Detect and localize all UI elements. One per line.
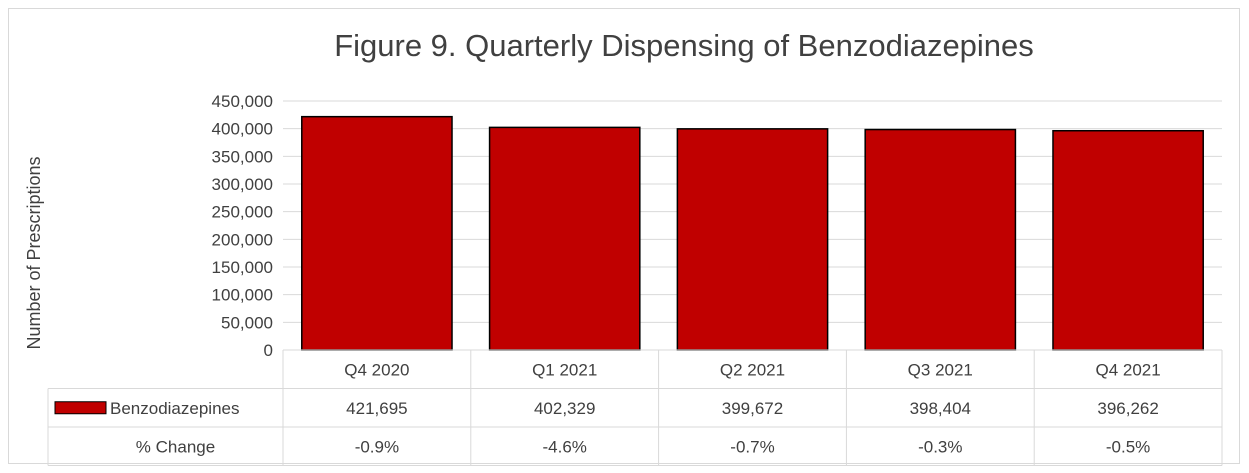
table-cell: 398,404 bbox=[910, 399, 971, 418]
y-axis-ticks: 0 50,000 100,000 150,000 200,000 250,000 300,0… bbox=[212, 92, 273, 360]
table-cell: 421,695 bbox=[346, 399, 407, 418]
table-cell: -0.9% bbox=[355, 437, 399, 456]
y-tick-label: 250,000 bbox=[212, 203, 273, 222]
x-tick-label: Q4 2020 bbox=[344, 360, 409, 379]
x-tick-label: Q4 2021 bbox=[1095, 360, 1160, 379]
bar bbox=[676, 128, 829, 351]
bar bbox=[488, 126, 641, 351]
chart-frame bbox=[8, 8, 1240, 464]
x-tick-label: Q2 2021 bbox=[720, 360, 785, 379]
y-tick-label: 450,000 bbox=[212, 92, 273, 111]
x-tick-label: Q1 2021 bbox=[532, 360, 597, 379]
bar bbox=[301, 115, 453, 351]
table-cell: -0.3% bbox=[918, 437, 962, 456]
chart-title: Figure 9. Quarterly Dispensing of Benzod… bbox=[334, 28, 1034, 63]
data-table: Q4 2020 Q1 2021 Q2 2021 Q3 2021 Q4 2021 Benzo… bbox=[47, 349, 1223, 466]
bars bbox=[301, 115, 1204, 351]
bar bbox=[864, 128, 1017, 351]
y-tick-label: 200,000 bbox=[212, 230, 273, 249]
x-tick-label: Q3 2021 bbox=[908, 360, 973, 379]
y-axis-label: Number of Prescriptions bbox=[24, 156, 44, 349]
legend-key bbox=[54, 401, 107, 415]
y-tick-label: 350,000 bbox=[212, 147, 273, 166]
y-tick-label: 400,000 bbox=[212, 120, 273, 139]
y-tick-label: 150,000 bbox=[212, 258, 273, 277]
table-cell: 396,262 bbox=[1097, 399, 1158, 418]
y-tick-label: 100,000 bbox=[212, 286, 273, 305]
legend-label: Benzodiazepines bbox=[110, 399, 239, 418]
table-cell: 399,672 bbox=[722, 399, 783, 418]
bar bbox=[1052, 129, 1204, 351]
table-cell: -4.6% bbox=[542, 437, 586, 456]
table-cell: -0.7% bbox=[730, 437, 774, 456]
table-cell: 402,329 bbox=[534, 399, 595, 418]
y-tick-label: 50,000 bbox=[221, 313, 273, 332]
y-tick-label: 300,000 bbox=[212, 175, 273, 194]
table-cell: -0.5% bbox=[1106, 437, 1150, 456]
table-row-label: % Change bbox=[136, 437, 215, 456]
y-tick-label: 0 bbox=[264, 341, 273, 360]
